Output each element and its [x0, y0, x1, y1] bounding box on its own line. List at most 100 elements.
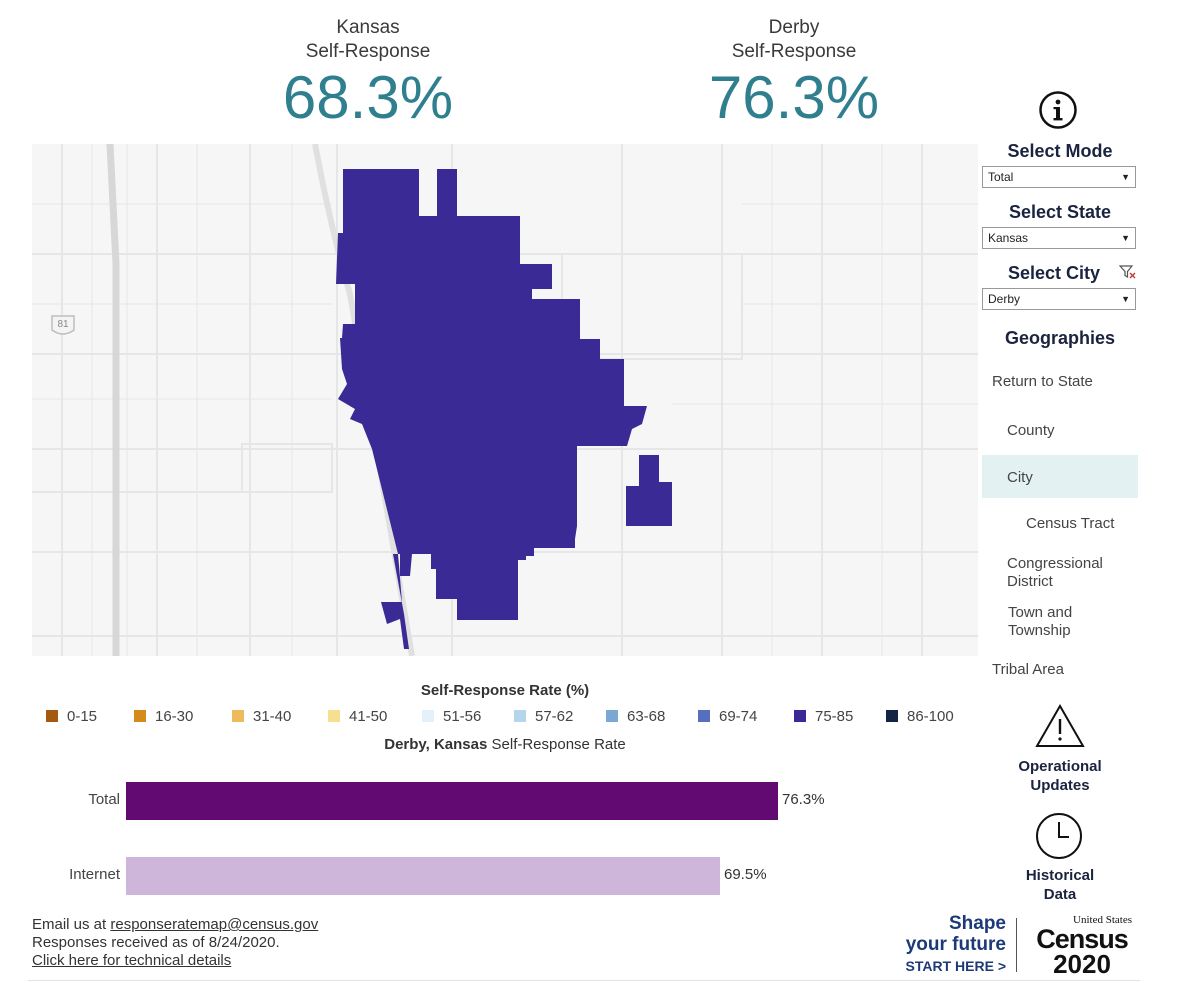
city-stat: Derby Self-Response 76.3% [644, 16, 944, 130]
derby-city-annex[interactable] [626, 455, 672, 526]
legend-swatch [514, 710, 526, 722]
brand-future: your future [905, 934, 1006, 955]
geography-census-tract[interactable]: Census Tract [1026, 515, 1115, 532]
select-mode-dropdown[interactable]: Total ▼ [982, 166, 1136, 188]
geography-congressional-line2: District [1007, 573, 1053, 590]
brand-start-here: START HERE > [905, 958, 1006, 974]
bar-chart-title: Derby, Kansas Self-Response Rate [300, 736, 710, 753]
legend-item-75-85[interactable]: 75-85 [794, 705, 853, 727]
state-stat-caption: Self-Response [305, 41, 431, 62]
highway-shield-icon: 81 [51, 315, 75, 335]
geography-county[interactable]: County [1007, 422, 1055, 439]
historical-data-line2: Data [1043, 886, 1077, 903]
census-2020-logo[interactable]: United States Census 2020 [1022, 914, 1142, 979]
footer-divider [28, 980, 1140, 981]
rail-line [312, 144, 415, 656]
select-state-title: Select State [1008, 202, 1112, 222]
response-map[interactable]: 81 [32, 144, 978, 656]
geography-city-highlight [982, 455, 1138, 498]
legend-swatch [328, 710, 340, 722]
geographies-title: Geographies [1004, 328, 1116, 348]
footer-received: Responses received as of 8/24/2020. [32, 934, 280, 951]
geography-return-to-state[interactable]: Return to State [992, 373, 1093, 390]
bar-total[interactable] [126, 782, 778, 820]
geography-tribal-area[interactable]: Tribal Area [992, 661, 1064, 678]
legend-item-0-15[interactable]: 0-15 [46, 705, 97, 727]
shape-your-future-logo[interactable]: Shape your future START HERE > [890, 913, 1006, 975]
operational-updates-link[interactable]: Operational Updates [982, 757, 1138, 795]
legend-label: 51-56 [443, 707, 482, 725]
select-city-dropdown[interactable]: Derby ▼ [982, 288, 1136, 310]
operational-updates-line2: Updates [1030, 777, 1090, 794]
bar-chart-title-rest: Self-Response Rate [487, 736, 626, 753]
legend-title: Self-Response Rate (%) [420, 682, 590, 699]
legend-swatch [886, 710, 898, 722]
legend-label: 86-100 [907, 707, 954, 725]
footer-email-prefix: Email us at [32, 916, 111, 933]
state-stat-value: 68.3% [282, 64, 454, 131]
legend-swatch [422, 710, 434, 722]
clear-filter-icon[interactable] [1118, 264, 1137, 280]
legend-swatch [232, 710, 244, 722]
clock-icon[interactable] [1034, 811, 1084, 861]
bar-internet[interactable] [126, 857, 720, 895]
legend: 0-15 16-30 31-40 41-50 51-56 57-62 63-68 69-74 7… [46, 705, 976, 727]
legend-swatch [698, 710, 710, 722]
map-canvas[interactable]: 81 [32, 144, 978, 656]
legend-swatch [794, 710, 806, 722]
city-stat-value: 76.3% [708, 64, 880, 131]
legend-label: 0-15 [67, 707, 98, 725]
chevron-down-icon: ▼ [1121, 233, 1130, 243]
brand-united-states: United States [1073, 914, 1132, 926]
geography-city[interactable]: City [1007, 469, 1033, 486]
select-city-title: Select City [1007, 263, 1101, 283]
legend-item-51-56[interactable]: 51-56 [422, 705, 481, 727]
legend-swatch [46, 710, 58, 722]
warning-icon[interactable] [1034, 703, 1086, 749]
historical-data-line1: Historical [1025, 867, 1095, 884]
bar-label-total: Total [88, 791, 120, 808]
legend-item-16-30[interactable]: 16-30 [134, 705, 193, 727]
footer-email-line: Email us at responseratemap@census.gov [32, 916, 318, 934]
geography-congressional-line1: Congressional [1007, 555, 1103, 572]
legend-label: 41-50 [349, 707, 388, 725]
legend-item-63-68[interactable]: 63-68 [606, 705, 665, 727]
legend-item-57-62[interactable]: 57-62 [514, 705, 573, 727]
state-stat: Kansas Self-Response 68.3% [218, 16, 518, 130]
legend-label: 63-68 [627, 707, 666, 725]
legend-item-86-100[interactable]: 86-100 [886, 705, 954, 727]
city-stat-name: Derby [768, 17, 820, 38]
legend-label: 16-30 [155, 707, 194, 725]
bar-value-internet: 69.5% [724, 866, 767, 883]
chevron-down-icon: ▼ [1121, 294, 1130, 304]
legend-label: 75-85 [815, 707, 854, 725]
select-mode-value: Total [988, 170, 1014, 184]
legend-label: 31-40 [253, 707, 292, 725]
legend-item-69-74[interactable]: 69-74 [698, 705, 757, 727]
highway-line [106, 144, 120, 656]
bar-value-total: 76.3% [782, 791, 825, 808]
city-stat-caption: Self-Response [731, 41, 857, 62]
legend-item-41-50[interactable]: 41-50 [328, 705, 387, 727]
state-stat-name: Kansas [336, 17, 400, 38]
geography-congressional-district[interactable]: Congressional District [1007, 555, 1103, 591]
geography-town-line1: Town and [1008, 604, 1073, 621]
footer: Email us at responseratemap@census.gov R… [32, 916, 318, 970]
select-state-value: Kansas [988, 231, 1029, 245]
select-city-value: Derby [988, 292, 1021, 306]
derby-city-boundary[interactable] [336, 169, 647, 649]
info-icon[interactable] [1038, 90, 1078, 130]
legend-swatch [134, 710, 146, 722]
legend-label: 57-62 [535, 707, 574, 725]
brand-shape: Shape [948, 913, 1006, 934]
chevron-down-icon: ▼ [1121, 172, 1130, 182]
brand-divider [1016, 918, 1017, 972]
brand-year: 2020 [1053, 949, 1111, 979]
technical-details-link[interactable]: Click here for technical details [32, 952, 232, 969]
footer-email-link[interactable]: responseratemap@census.gov [110, 916, 319, 933]
geography-town-and-township[interactable]: Town and Township [1008, 604, 1072, 640]
historical-data-link[interactable]: Historical Data [982, 866, 1138, 904]
select-mode-title: Select Mode [1007, 141, 1113, 161]
select-state-dropdown[interactable]: Kansas ▼ [982, 227, 1136, 249]
legend-item-31-40[interactable]: 31-40 [232, 705, 291, 727]
